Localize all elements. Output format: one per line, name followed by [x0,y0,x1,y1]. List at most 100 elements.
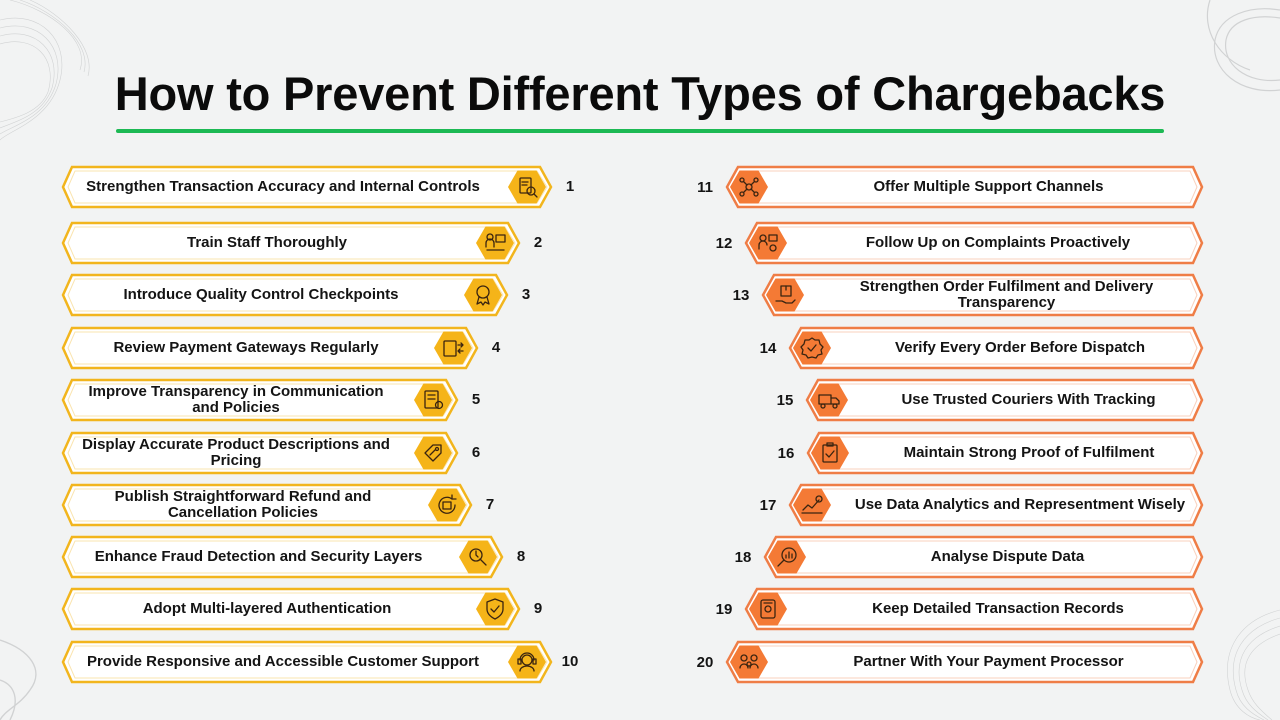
complaint-followup-icon [748,223,788,263]
item-frame [761,273,1204,317]
left-item-3: Introduce Quality Control Checkpoints [61,273,509,317]
right-item-18: Analyse Dispute Data [763,535,1204,579]
item-label: Verify Every Order Before Dispatch [894,339,1146,356]
item-frame [788,326,1204,370]
item-frame [788,483,1204,527]
item-number: 1 [565,178,575,195]
magnifier-chart-icon [767,537,807,577]
delivery-truck-icon [809,380,849,420]
item-frame [61,535,504,579]
staff-training-icon [475,223,515,263]
item-number: 19 [715,601,733,618]
item-number: 20 [696,654,714,671]
item-number: 8 [516,548,526,565]
item-number: 13 [732,287,750,304]
right-item-14: Verify Every Order Before Dispatch [788,326,1204,370]
package-hand-icon [765,275,805,315]
network-channels-icon [729,167,769,207]
item-frame [61,221,521,265]
price-tag-icon [413,433,453,473]
left-item-1: Strengthen Transaction Accuracy and Inte… [61,165,553,209]
item-frame [725,165,1204,209]
item-number: 14 [759,340,777,357]
item-label: Introduce Quality Control Checkpoints [123,286,399,303]
right-item-15: Use Trusted Couriers With Tracking [805,378,1204,422]
refund-cycle-icon [427,485,467,525]
item-label: Use Trusted Couriers With Tracking [901,391,1156,408]
item-label: Follow Up on Complaints Proactively [865,234,1131,251]
item-label: Strengthen Order Fulfilment and Delivery… [859,278,1154,311]
item-label: Display Accurate Product Descriptions an… [82,436,390,469]
document-search-icon [507,167,547,207]
item-frame [61,378,459,422]
item-frame [61,587,521,631]
item-frame [806,431,1204,475]
item-frame [805,378,1204,422]
item-number: 7 [485,496,495,513]
item-number: 16 [777,445,795,462]
verified-badge-icon [792,328,832,368]
item-frame [61,640,553,684]
right-item-17: Use Data Analytics and Representment Wis… [788,483,1204,527]
partner-payment-icon [729,642,769,682]
item-number: 15 [776,392,794,409]
right-item-13: Strengthen Order Fulfilment and Delivery… [761,273,1204,317]
item-label: Review Payment Gateways Regularly [113,339,379,356]
item-frame [61,431,459,475]
item-label: Enhance Fraud Detection and Security Lay… [94,548,423,565]
item-number: 18 [734,549,752,566]
title-underline [116,129,1164,133]
item-label: Partner With Your Payment Processor [853,653,1124,670]
page-title: How to Prevent Different Types of Charge… [114,67,1166,120]
item-frame [744,221,1204,265]
records-file-icon [748,589,788,629]
item-label: Analyse Dispute Data [930,548,1085,565]
item-number: 11 [697,179,713,196]
item-frame [725,640,1204,684]
item-number: 3 [521,286,531,303]
item-label: Train Staff Thoroughly [187,234,347,251]
item-frame [61,326,479,370]
left-item-8: Enhance Fraud Detection and Security Lay… [61,535,504,579]
left-item-10: Provide Responsive and Accessible Custom… [61,640,553,684]
analytics-chart-icon [792,485,832,525]
item-number: 5 [471,391,481,408]
left-item-9: Adopt Multi-layered Authentication [61,587,521,631]
item-frame [61,483,473,527]
right-item-19: Keep Detailed Transaction Records [744,587,1204,631]
headset-support-icon [507,642,547,682]
item-label: Adopt Multi-layered Authentication [142,600,392,617]
fraud-detection-icon [458,537,498,577]
item-label: Offer Multiple Support Channels [873,178,1104,195]
item-frame [61,165,553,209]
decorative-swirl-bottom-left [0,639,37,720]
item-frame [61,273,509,317]
item-number: 9 [533,600,543,617]
policy-document-icon [413,380,453,420]
item-number: 2 [533,234,543,251]
item-label: Provide Responsive and Accessible Custom… [86,653,480,670]
left-item-2: Train Staff Thoroughly [61,221,521,265]
item-number: 10 [561,653,579,670]
left-item-6: Display Accurate Product Descriptions an… [61,431,459,475]
item-frame [763,535,1204,579]
left-item-5: Improve Transparency in Communication an… [61,378,459,422]
item-number: 4 [491,339,501,356]
payment-gateway-icon [433,328,473,368]
item-label: Keep Detailed Transaction Records [872,600,1124,617]
left-item-7: Publish Straightforward Refund and Cance… [61,483,473,527]
item-label: Maintain Strong Proof of Fulfilment [903,444,1155,461]
item-label: Improve Transparency in Communication an… [88,383,384,416]
item-label: Strengthen Transaction Accuracy and Inte… [86,178,480,195]
item-label: Use Data Analytics and Representment Wis… [854,496,1186,513]
quality-badge-icon [463,275,503,315]
right-item-16: Maintain Strong Proof of Fulfilment [806,431,1204,475]
item-label: Publish Straightforward Refund and Cance… [114,488,372,521]
shield-check-icon [475,589,515,629]
right-item-12: Follow Up on Complaints Proactively [744,221,1204,265]
clipboard-proof-icon [810,433,850,473]
item-number: 6 [471,444,481,461]
left-item-4: Review Payment Gateways Regularly [61,326,479,370]
item-number: 17 [759,497,777,514]
right-item-20: Partner With Your Payment Processor [725,640,1204,684]
